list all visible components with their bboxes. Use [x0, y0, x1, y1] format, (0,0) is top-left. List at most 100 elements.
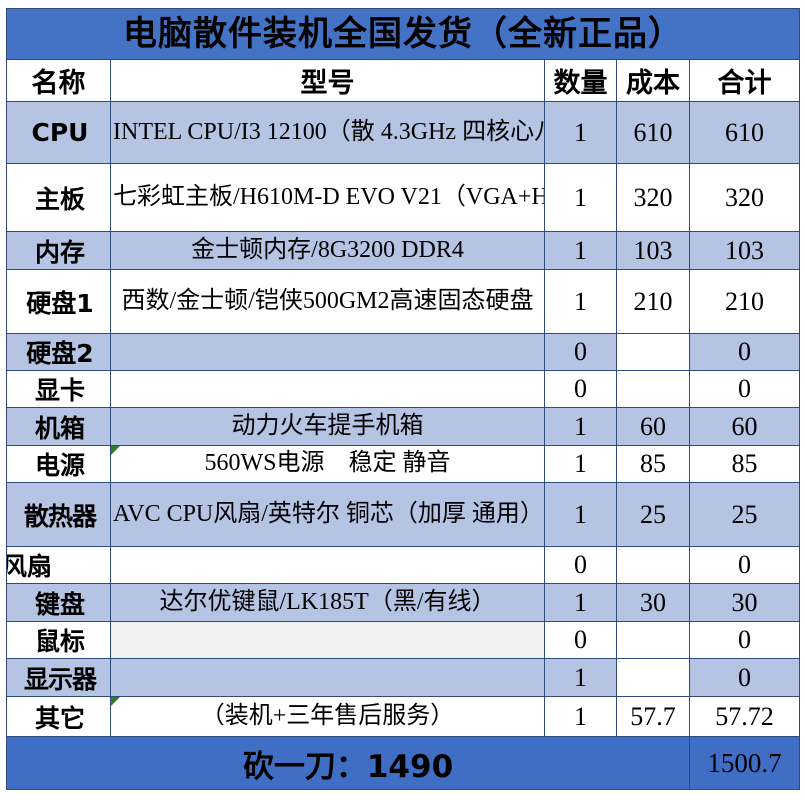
row-qty-cell[interactable]: 1 [544, 163, 617, 232]
comment-note-icon [111, 697, 120, 706]
row-cost-cell[interactable]: 610 [616, 101, 690, 164]
row-total-cell[interactable]: 57.72 [689, 696, 800, 737]
row-name-cell[interactable]: 其它 [6, 696, 111, 737]
column-header-name[interactable]: 名称 [6, 59, 111, 102]
row-total-cell[interactable]: 30 [689, 583, 800, 622]
row-model-label: 动力火车提手机箱 [231, 412, 424, 439]
row-name-cell[interactable]: 电源 [6, 445, 111, 483]
row-total-cell[interactable]: 610 [689, 101, 800, 164]
row-cost-cell[interactable] [616, 546, 690, 584]
table-row: 主板 七彩虹主板/H610M-D EVO V21（VGA+HDMI+M.2） 1… [6, 163, 800, 232]
row-model-cell[interactable]: 七彩虹主板/H610M-D EVO V21（VGA+HDMI+M.2） [110, 163, 545, 232]
row-model-label: 七彩虹主板/H610M-D EVO V21（VGA+HDMI+M.2） [113, 183, 544, 210]
row-model-cell[interactable] [110, 370, 545, 408]
row-cost-cell[interactable]: 60 [616, 407, 690, 446]
row-name-cell[interactable]: CPU [6, 101, 111, 164]
row-cost-cell[interactable]: 103 [616, 231, 690, 270]
row-qty-cell[interactable]: 0 [544, 621, 617, 659]
row-name-cell[interactable]: 显示器 [6, 658, 111, 697]
row-model-cell[interactable] [110, 333, 545, 371]
row-total-cell[interactable]: 103 [689, 231, 800, 270]
row-qty-cell[interactable]: 1 [544, 231, 617, 270]
row-total-cell[interactable]: 0 [689, 333, 800, 371]
footer-row: 砍一刀：1490 1500.7 [6, 736, 800, 790]
deal-price-label: 砍一刀：1490 [6, 736, 690, 790]
row-total-cell[interactable]: 0 [689, 621, 800, 659]
row-model-label: 560WS电源 稳定 静音 [204, 450, 451, 477]
column-header-total[interactable]: 合计 [689, 59, 800, 102]
row-total-cell[interactable]: 25 [689, 482, 800, 547]
row-model-cell[interactable] [110, 546, 545, 584]
row-model-label: INTEL CPU/I3 12100（散 4.3GHz 四核心八线程） [113, 118, 544, 145]
row-total-cell[interactable]: 60 [689, 407, 800, 446]
row-name-label: 硬盘1 [26, 288, 94, 318]
row-qty-cell[interactable]: 1 [544, 407, 617, 446]
row-model-cell[interactable]: （装机+三年售后服务） [110, 696, 545, 737]
row-cost-cell[interactable] [616, 370, 690, 408]
row-qty-cell[interactable]: 1 [544, 583, 617, 622]
row-name-label: 内存 [34, 237, 85, 267]
row-total-cell[interactable]: 0 [689, 370, 800, 408]
row-cost-cell[interactable]: 25 [616, 482, 690, 547]
row-cost-cell[interactable]: 85 [616, 445, 690, 483]
row-qty-cell[interactable]: 0 [544, 546, 617, 584]
row-cost-cell[interactable]: 57.7 [616, 696, 690, 737]
row-name-label: 键盘 [34, 589, 85, 619]
row-qty-cell[interactable]: 1 [544, 696, 617, 737]
row-model-cell[interactable]: AVC CPU风扇/英特尔 铜芯（加厚 通用） [110, 482, 545, 547]
table-row: 键盘 达尔优键鼠/LK185T（黑/有线） 1 30 30 [6, 583, 800, 622]
row-qty-cell[interactable]: 0 [544, 370, 617, 408]
row-name-cell[interactable]: 主板 [6, 163, 111, 232]
row-name-cell[interactable]: 硬盘2 [6, 333, 111, 371]
row-qty-cell[interactable]: 0 [544, 333, 617, 371]
row-name-cell[interactable]: 显卡 [6, 370, 111, 408]
row-cost-cell[interactable]: 210 [616, 269, 690, 334]
row-model-label: 达尔优键鼠/LK185T（黑/有线） [159, 588, 496, 615]
row-qty-cell[interactable]: 1 [544, 482, 617, 547]
table-row: 内存 金士顿内存/8G3200 DDR4 1 103 103 [6, 231, 800, 270]
row-name-cell[interactable]: 鼠标 [6, 621, 111, 659]
row-name-cell[interactable]: 键盘 [6, 583, 111, 622]
row-cost-cell[interactable] [616, 621, 690, 659]
row-model-label: AVC CPU风扇/英特尔 铜芯（加厚 通用） [113, 500, 544, 527]
table-row: 鼠标 0 0 [6, 621, 800, 659]
comment-note-icon [111, 446, 120, 455]
row-model-cell[interactable]: 金士顿内存/8G3200 DDR4 [110, 231, 545, 270]
row-model-cell[interactable]: 西数/金士顿/铠侠500GM2高速固态硬盘 [110, 269, 545, 334]
row-cost-cell[interactable] [616, 333, 690, 371]
row-model-cell[interactable]: 达尔优键鼠/LK185T（黑/有线） [110, 583, 545, 622]
row-cost-cell[interactable]: 30 [616, 583, 690, 622]
row-model-label: 西数/金士顿/铠侠500GM2高速固态硬盘 [121, 287, 534, 314]
table-row: 机箱 动力火车提手机箱 1 60 60 [6, 407, 800, 446]
row-qty-cell[interactable]: 1 [544, 269, 617, 334]
row-qty-cell[interactable]: 1 [544, 101, 617, 164]
table-row: 其它 （装机+三年售后服务） 1 57.7 57.72 [6, 696, 800, 737]
row-model-cell[interactable] [110, 621, 545, 659]
row-name-cell[interactable]: 散热器 [6, 482, 111, 547]
table-row: CPU INTEL CPU/I3 12100（散 4.3GHz 四核心八线程） … [6, 101, 800, 164]
row-qty-cell[interactable]: 1 [544, 445, 617, 483]
row-name-cell[interactable]: 内存 [6, 231, 111, 270]
column-header-qty[interactable]: 数量 [544, 59, 617, 102]
row-total-cell[interactable]: 0 [689, 658, 800, 697]
row-name-cell[interactable]: 机箱 [6, 407, 111, 446]
row-cost-cell[interactable]: 320 [616, 163, 690, 232]
column-header-cost[interactable]: 成本 [616, 59, 690, 102]
row-total-cell[interactable]: 210 [689, 269, 800, 334]
row-total-cell[interactable]: 0 [689, 546, 800, 584]
row-total-cell[interactable]: 85 [689, 445, 800, 483]
row-total-cell[interactable]: 320 [689, 163, 800, 232]
row-name-label: 机箱风扇 [6, 552, 53, 581]
row-qty-cell[interactable]: 1 [544, 658, 617, 697]
row-model-cell[interactable]: 动力火车提手机箱 [110, 407, 545, 446]
row-model-label: （装机+三年售后服务） [200, 702, 455, 729]
row-cost-cell[interactable] [616, 658, 690, 697]
row-name-cell[interactable]: 硬盘1 [6, 269, 111, 334]
row-model-cell[interactable] [110, 658, 545, 697]
row-name-cell[interactable]: 机箱风扇 [6, 546, 111, 584]
column-header-model[interactable]: 型号 [110, 59, 545, 102]
row-model-cell[interactable]: 560WS电源 稳定 静音 [110, 445, 545, 483]
row-name-label: CPU [31, 118, 89, 147]
table-row: 电源 560WS电源 稳定 静音 1 85 85 [6, 445, 800, 483]
row-model-cell[interactable]: INTEL CPU/I3 12100（散 4.3GHz 四核心八线程） [110, 101, 545, 164]
